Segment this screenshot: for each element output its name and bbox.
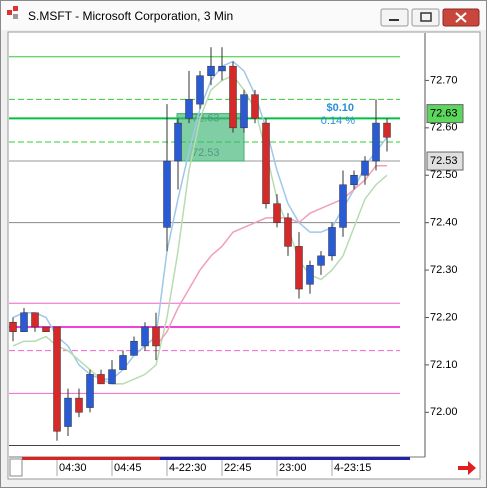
candle-body: [273, 203, 281, 223]
candle-body: [372, 122, 380, 162]
scroll-arrow[interactable]: [458, 461, 476, 475]
candle-body: [119, 355, 127, 370]
price-tag: [426, 104, 464, 124]
moving-average-line: [155, 165, 387, 347]
candle-body: [163, 160, 171, 228]
plot: 72.00 72.10 72.20 72.30 72.40 72.50 72.60 72.70…: [9, 47, 464, 476]
candle-body: [185, 99, 193, 119]
price-tag: [426, 151, 464, 171]
session-bar: [160, 457, 410, 460]
candle-body: [339, 184, 347, 228]
y-tick-label: 72.60: [430, 122, 458, 134]
candle-body: [383, 122, 391, 138]
y-tick-label: 72.50: [430, 169, 458, 181]
candle-body: [9, 321, 17, 332]
y-tick-label: 72.30: [430, 264, 458, 276]
range-low-label: 72.53: [192, 147, 220, 159]
candle-body: [240, 94, 248, 129]
candle-body: [152, 326, 160, 347]
candle-body: [218, 65, 226, 72]
price-tag-label: 72.63: [430, 108, 458, 120]
x-tick-label: 4-22:30: [169, 462, 206, 474]
y-tick-label: 72.00: [430, 406, 458, 418]
candle-body: [64, 397, 72, 427]
price-tag-label: 72.53: [430, 155, 458, 167]
maximize-button[interactable]: [411, 8, 440, 27]
x-tick-label: 22:45: [224, 462, 252, 474]
app-icon: [7, 6, 18, 19]
candle-body: [196, 75, 204, 105]
candle-body: [295, 246, 303, 290]
candle-body: [306, 265, 314, 285]
candle-body: [284, 217, 292, 247]
candle-body: [317, 255, 325, 266]
y-tick-label: 72.70: [430, 74, 458, 86]
session-bar: [22, 457, 160, 460]
candle-body: [350, 174, 358, 185]
candle-body: [328, 227, 336, 257]
candle-body: [86, 374, 94, 408]
scroll-box[interactable]: [9, 458, 23, 477]
candle-body: [42, 326, 50, 332]
candle-body: [207, 65, 215, 76]
candle-body: [108, 369, 116, 385]
candle-body: [20, 312, 28, 332]
window-title: S.MSFT - Microsoft Corporation, 3 Min: [28, 9, 233, 23]
moving-average-line: [12, 74, 388, 385]
candle-body: [75, 397, 83, 413]
y-tick-label: 72.10: [430, 359, 458, 371]
candle-body: [262, 122, 270, 204]
candle-body: [97, 374, 105, 385]
candle-body: [53, 326, 61, 432]
minimize-button[interactable]: [380, 8, 409, 27]
close-button[interactable]: [442, 8, 480, 27]
candle-body: [31, 312, 39, 328]
x-tick-label: 04:45: [114, 462, 142, 474]
y-tick-label: 72.20: [430, 311, 458, 323]
candle-body: [174, 122, 182, 162]
candle-body: [361, 160, 369, 176]
x-tick-label: 4-23:15: [334, 462, 371, 474]
change-pct-label: 0.14 %: [321, 115, 355, 127]
y-tick-label: 72.40: [430, 217, 458, 229]
candle-body: [251, 94, 259, 119]
candle-body: [130, 340, 138, 356]
candle-body: [229, 65, 237, 129]
x-tick-label: 23:00: [279, 462, 307, 474]
candle-body: [141, 326, 149, 347]
change-label: $0.10: [326, 102, 354, 114]
x-tick-label: 04:30: [59, 462, 87, 474]
